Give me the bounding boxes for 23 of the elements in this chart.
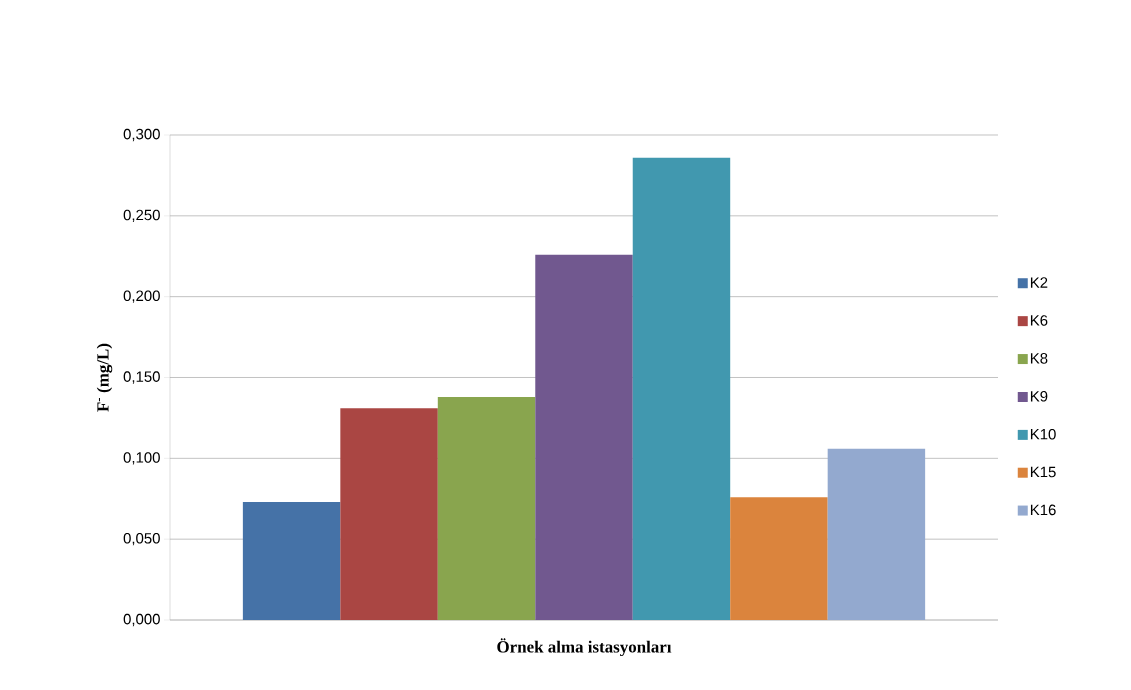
legend-label: K8 xyxy=(1030,353,1048,364)
legend-label: K2 xyxy=(1030,277,1048,288)
y-tick-label: 0,150 xyxy=(123,371,160,384)
bar xyxy=(730,497,828,620)
legend-label: K6 xyxy=(1030,315,1048,326)
bar xyxy=(535,254,633,620)
bar xyxy=(340,408,438,620)
bar xyxy=(827,448,926,620)
legend-label: K9 xyxy=(1030,391,1048,402)
legend-label: K10 xyxy=(1030,428,1056,440)
y-tick-label: 0,200 xyxy=(123,290,160,303)
y-tick-label: 0,100 xyxy=(123,452,160,465)
y-axis-title: F$^{-}$ (mg/L) xyxy=(96,343,113,412)
bar xyxy=(632,157,731,620)
legend-label: K15 xyxy=(1030,466,1056,478)
bar xyxy=(437,396,536,620)
legend-label: K16 xyxy=(1030,504,1056,516)
y-tick-label: 0,000 xyxy=(123,613,160,627)
bar xyxy=(242,501,341,620)
y-tick-label: 0,050 xyxy=(123,532,160,546)
y-tick-label: 0,250 xyxy=(123,209,160,222)
y-tick-label: 0,300 xyxy=(123,128,160,142)
x-axis-title: Örnek alma istasyonları xyxy=(497,638,672,657)
